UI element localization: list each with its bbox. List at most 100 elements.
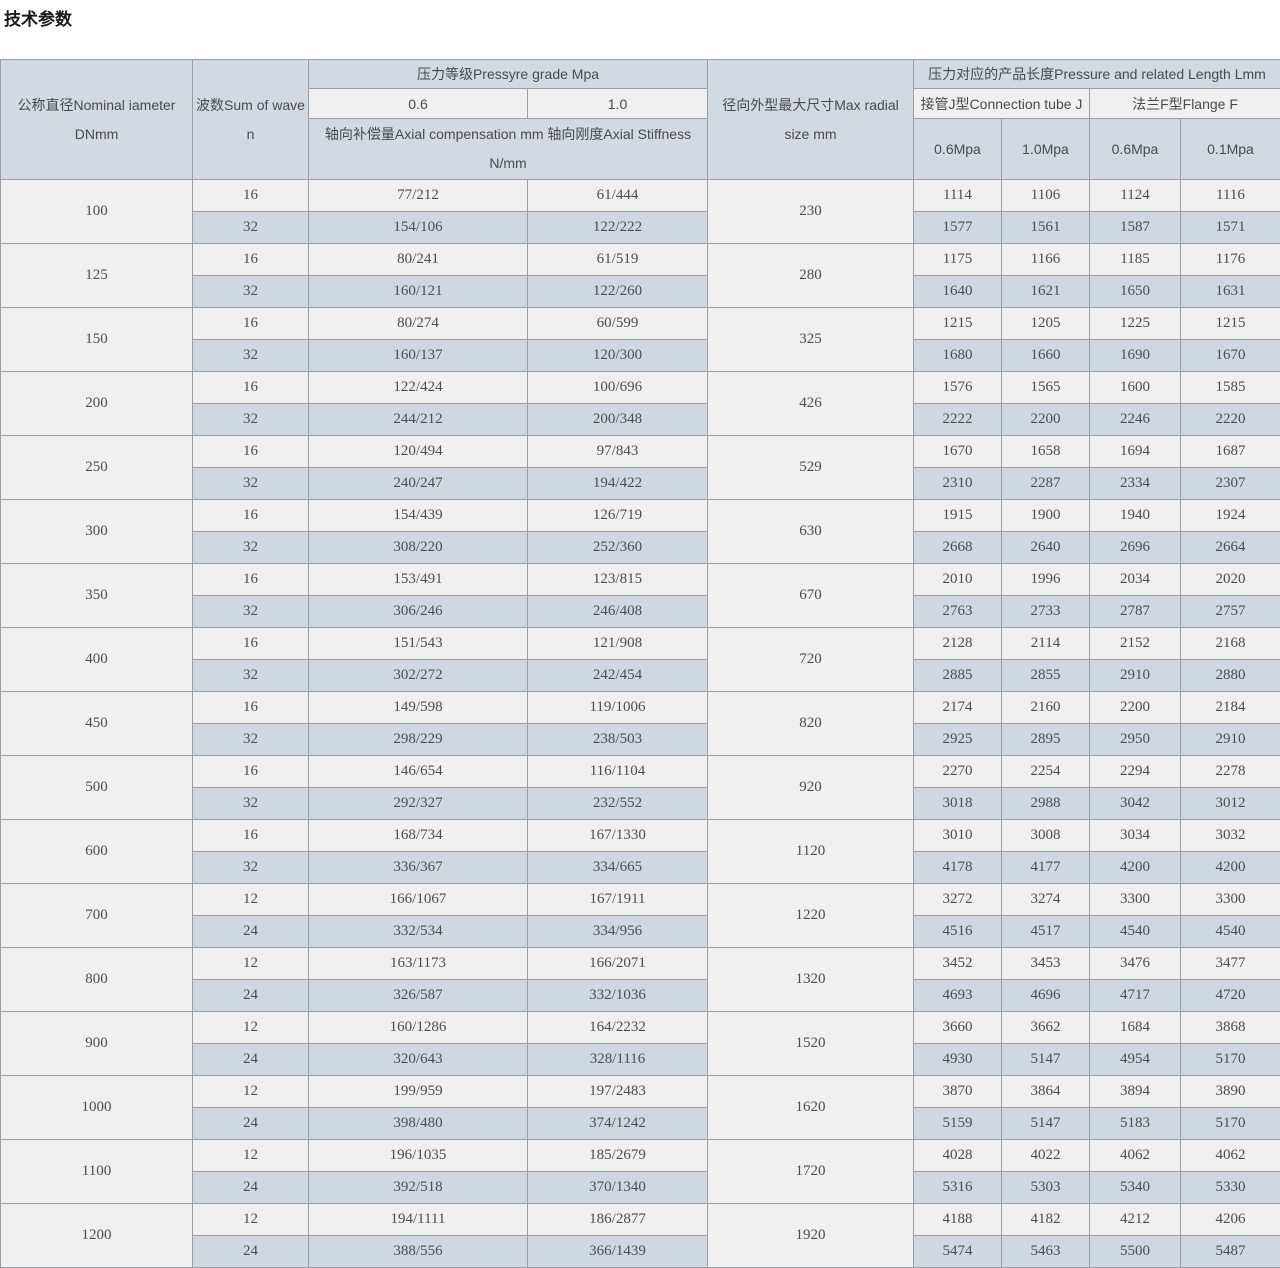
flange-06-cell: 4200 bbox=[1090, 852, 1181, 884]
tube-10-cell: 3008 bbox=[1002, 820, 1090, 852]
radial-size-cell: 1520 bbox=[708, 1012, 914, 1076]
wave-count-cell: 16 bbox=[193, 820, 309, 852]
radial-size-cell: 1720 bbox=[708, 1140, 914, 1204]
tube-10-cell: 2895 bbox=[1002, 724, 1090, 756]
dn-cell: 700 bbox=[1, 884, 193, 948]
tube-06-cell: 2222 bbox=[914, 404, 1002, 436]
flange-01-cell: 2020 bbox=[1181, 564, 1280, 596]
wave-count-cell: 32 bbox=[193, 788, 309, 820]
axial-10-cell: 200/348 bbox=[528, 404, 708, 436]
tube-10-cell: 3662 bbox=[1002, 1012, 1090, 1044]
tube-10-cell: 1205 bbox=[1002, 308, 1090, 340]
flange-01-cell: 1585 bbox=[1181, 372, 1280, 404]
axial-06-cell: 194/1111 bbox=[309, 1204, 528, 1236]
header-max-radial-size: 径向外型最大尺寸Max radial size mm bbox=[708, 60, 914, 180]
wave-count-cell: 12 bbox=[193, 948, 309, 980]
wave-count-cell: 24 bbox=[193, 1108, 309, 1140]
flange-01-cell: 3890 bbox=[1181, 1076, 1280, 1108]
tube-10-cell: 1658 bbox=[1002, 436, 1090, 468]
tube-06-cell: 2128 bbox=[914, 628, 1002, 660]
wave-count-cell: 16 bbox=[193, 436, 309, 468]
tube-10-cell: 2733 bbox=[1002, 596, 1090, 628]
axial-10-cell: 61/519 bbox=[528, 244, 708, 276]
flange-06-cell: 5500 bbox=[1090, 1236, 1181, 1268]
header-wave-count: 波数Sum of wave n bbox=[193, 60, 309, 180]
axial-10-cell: 328/1116 bbox=[528, 1044, 708, 1076]
axial-10-cell: 185/2679 bbox=[528, 1140, 708, 1172]
dn-cell: 250 bbox=[1, 436, 193, 500]
wave-count-cell: 12 bbox=[193, 1012, 309, 1044]
flange-01-cell: 5170 bbox=[1181, 1044, 1280, 1076]
header-pressure-length-group: 压力对应的产品长度Pressure and related Length Lmm bbox=[914, 60, 1280, 89]
axial-10-cell: 332/1036 bbox=[528, 980, 708, 1012]
flange-01-cell: 2168 bbox=[1181, 628, 1280, 660]
axial-06-cell: 199/959 bbox=[309, 1076, 528, 1108]
flange-06-cell: 1684 bbox=[1090, 1012, 1181, 1044]
radial-size-cell: 670 bbox=[708, 564, 914, 628]
wave-count-cell: 16 bbox=[193, 756, 309, 788]
tube-10-cell: 2160 bbox=[1002, 692, 1090, 724]
axial-10-cell: 60/599 bbox=[528, 308, 708, 340]
flange-01-cell: 1687 bbox=[1181, 436, 1280, 468]
dn-cell: 1000 bbox=[1, 1076, 193, 1140]
axial-10-cell: 186/2877 bbox=[528, 1204, 708, 1236]
tube-06-cell: 4693 bbox=[914, 980, 1002, 1012]
flange-01-cell: 1571 bbox=[1181, 212, 1280, 244]
tube-10-cell: 4022 bbox=[1002, 1140, 1090, 1172]
flange-06-cell: 5340 bbox=[1090, 1172, 1181, 1204]
flange-01-cell: 4062 bbox=[1181, 1140, 1280, 1172]
tube-10-cell: 2640 bbox=[1002, 532, 1090, 564]
flange-06-cell: 2696 bbox=[1090, 532, 1181, 564]
flange-06-cell: 1185 bbox=[1090, 244, 1181, 276]
axial-10-cell: 374/1242 bbox=[528, 1108, 708, 1140]
radial-size-cell: 720 bbox=[708, 628, 914, 692]
flange-01-cell: 3477 bbox=[1181, 948, 1280, 980]
axial-10-cell: 122/260 bbox=[528, 276, 708, 308]
wave-count-cell: 16 bbox=[193, 180, 309, 212]
wave-count-cell: 16 bbox=[193, 628, 309, 660]
flange-06-cell: 2200 bbox=[1090, 692, 1181, 724]
wave-count-cell: 32 bbox=[193, 724, 309, 756]
header-grade-10: 1.0 bbox=[528, 89, 708, 119]
wave-count-cell: 32 bbox=[193, 532, 309, 564]
wave-count-cell: 32 bbox=[193, 468, 309, 500]
axial-10-cell: 100/696 bbox=[528, 372, 708, 404]
axial-06-cell: 168/734 bbox=[309, 820, 528, 852]
axial-10-cell: 116/1104 bbox=[528, 756, 708, 788]
tube-06-cell: 5316 bbox=[914, 1172, 1002, 1204]
flange-01-cell: 3032 bbox=[1181, 820, 1280, 852]
axial-06-cell: 151/543 bbox=[309, 628, 528, 660]
dn-cell: 125 bbox=[1, 244, 193, 308]
flange-01-cell: 3868 bbox=[1181, 1012, 1280, 1044]
tube-06-cell: 3870 bbox=[914, 1076, 1002, 1108]
axial-06-cell: 398/480 bbox=[309, 1108, 528, 1140]
axial-06-cell: 154/106 bbox=[309, 212, 528, 244]
dn-cell: 600 bbox=[1, 820, 193, 884]
radial-size-cell: 325 bbox=[708, 308, 914, 372]
flange-01-cell: 4540 bbox=[1181, 916, 1280, 948]
wave-count-cell: 16 bbox=[193, 372, 309, 404]
wave-count-cell: 12 bbox=[193, 1076, 309, 1108]
tube-10-cell: 4182 bbox=[1002, 1204, 1090, 1236]
flange-06-cell: 1690 bbox=[1090, 340, 1181, 372]
radial-size-cell: 820 bbox=[708, 692, 914, 756]
header-nominal-diameter-line2: DNmm bbox=[3, 120, 190, 149]
axial-06-cell: 320/643 bbox=[309, 1044, 528, 1076]
tube-06-cell: 2668 bbox=[914, 532, 1002, 564]
radial-size-cell: 529 bbox=[708, 436, 914, 500]
tube-10-cell: 1106 bbox=[1002, 180, 1090, 212]
axial-06-cell: 332/534 bbox=[309, 916, 528, 948]
header-grade-06: 0.6 bbox=[309, 89, 528, 119]
tube-06-cell: 1577 bbox=[914, 212, 1002, 244]
wave-count-cell: 32 bbox=[193, 340, 309, 372]
flange-01-cell: 1116 bbox=[1181, 180, 1280, 212]
axial-06-cell: 388/556 bbox=[309, 1236, 528, 1268]
wave-count-cell: 24 bbox=[193, 1044, 309, 1076]
